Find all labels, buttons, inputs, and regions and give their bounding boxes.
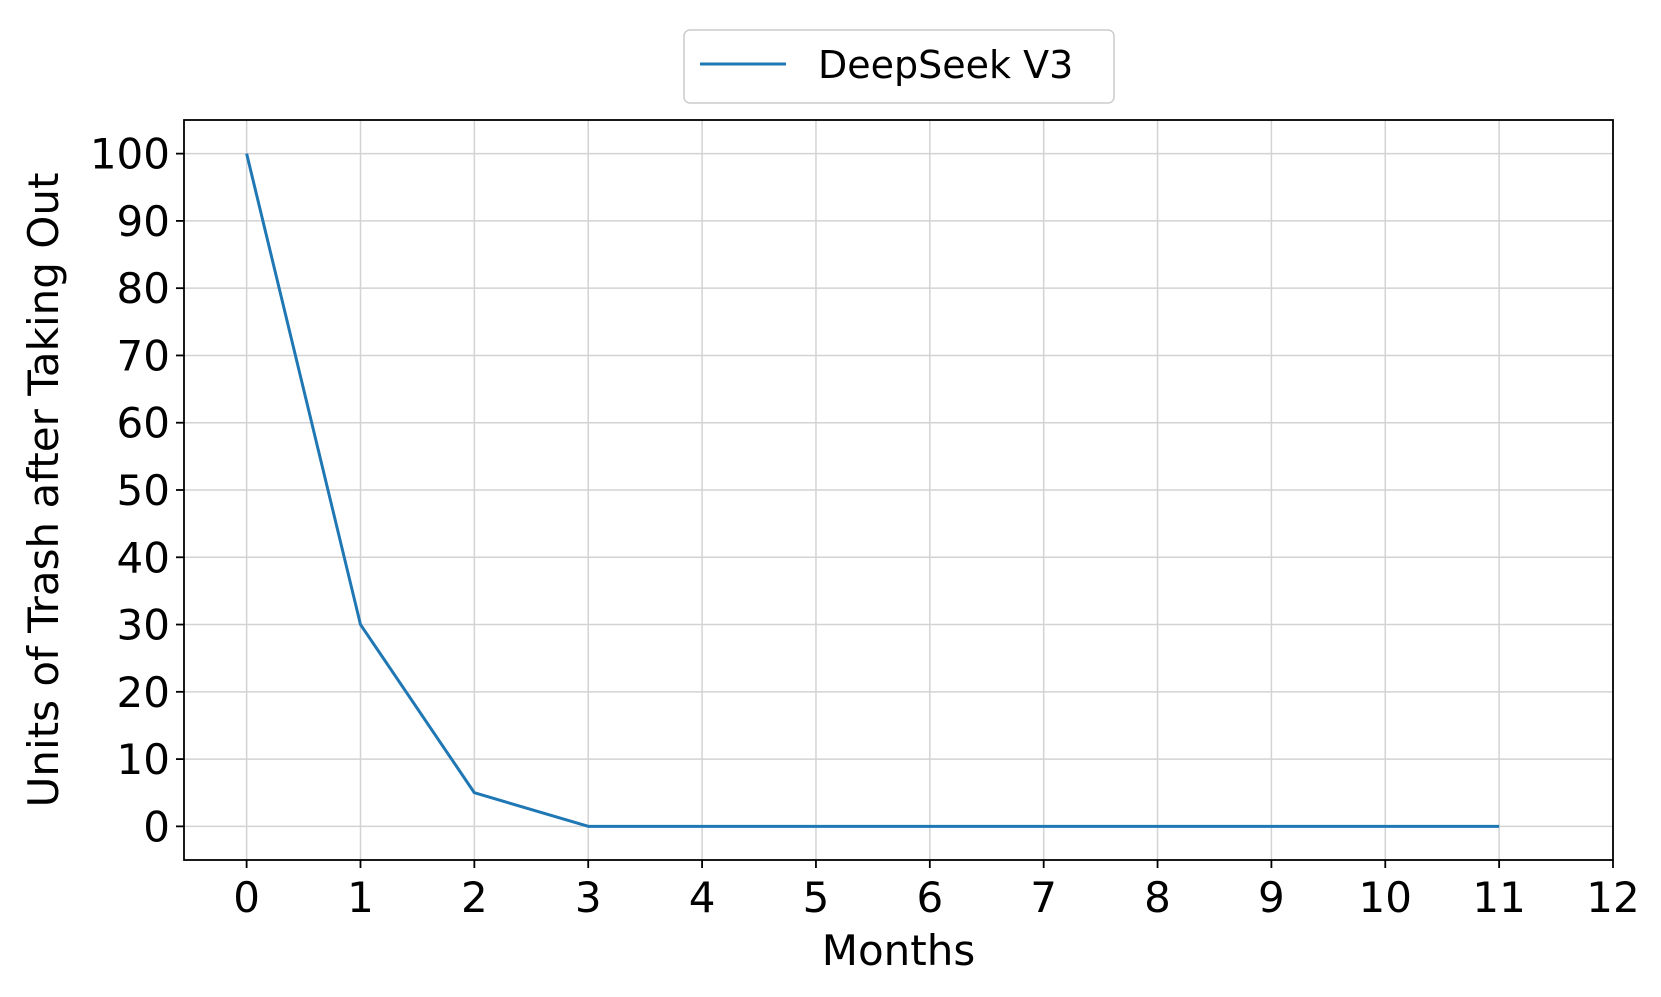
y-tick-label: 100 <box>90 130 170 179</box>
x-tick-label: 12 <box>1586 873 1639 922</box>
x-tick-label: 0 <box>233 873 260 922</box>
y-tick-label: 50 <box>117 466 170 515</box>
x-tick-label: 10 <box>1359 873 1412 922</box>
series-lines <box>245 153 1500 828</box>
x-tick-label: 7 <box>1030 873 1057 922</box>
legend-box <box>683 29 1115 104</box>
x-tick-label: 11 <box>1472 873 1525 922</box>
x-tick-label: 4 <box>689 873 716 922</box>
y-tick-label: 90 <box>117 197 170 246</box>
x-tick-label: 9 <box>1258 873 1285 922</box>
y-tick-label: 70 <box>117 331 170 380</box>
x-tick-label: 3 <box>575 873 602 922</box>
x-tick-label: 1 <box>347 873 374 922</box>
x-tick-label: 8 <box>1144 873 1171 922</box>
y-tick-label: 0 <box>143 802 170 851</box>
grid-lines <box>184 120 1614 860</box>
y-tick-label: 10 <box>117 735 170 784</box>
series-line-0 <box>245 153 1500 828</box>
y-tick-label: 20 <box>117 668 170 717</box>
legend-label-deepseek-v3: DeepSeek V3 <box>818 43 1073 87</box>
y-axis-label: Units of Trash after Taking Out <box>19 173 68 808</box>
x-tick-label: 6 <box>916 873 943 922</box>
x-tick-label: 5 <box>803 873 830 922</box>
legend: DeepSeek V3 <box>683 29 1115 104</box>
y-tick-label: 60 <box>117 399 170 448</box>
x-axis-label: Months <box>822 926 976 975</box>
y-tick-label: 40 <box>117 533 170 582</box>
y-tick-label: 80 <box>117 264 170 313</box>
y-tick-label: 30 <box>117 601 170 650</box>
x-tick-label: 2 <box>461 873 488 922</box>
